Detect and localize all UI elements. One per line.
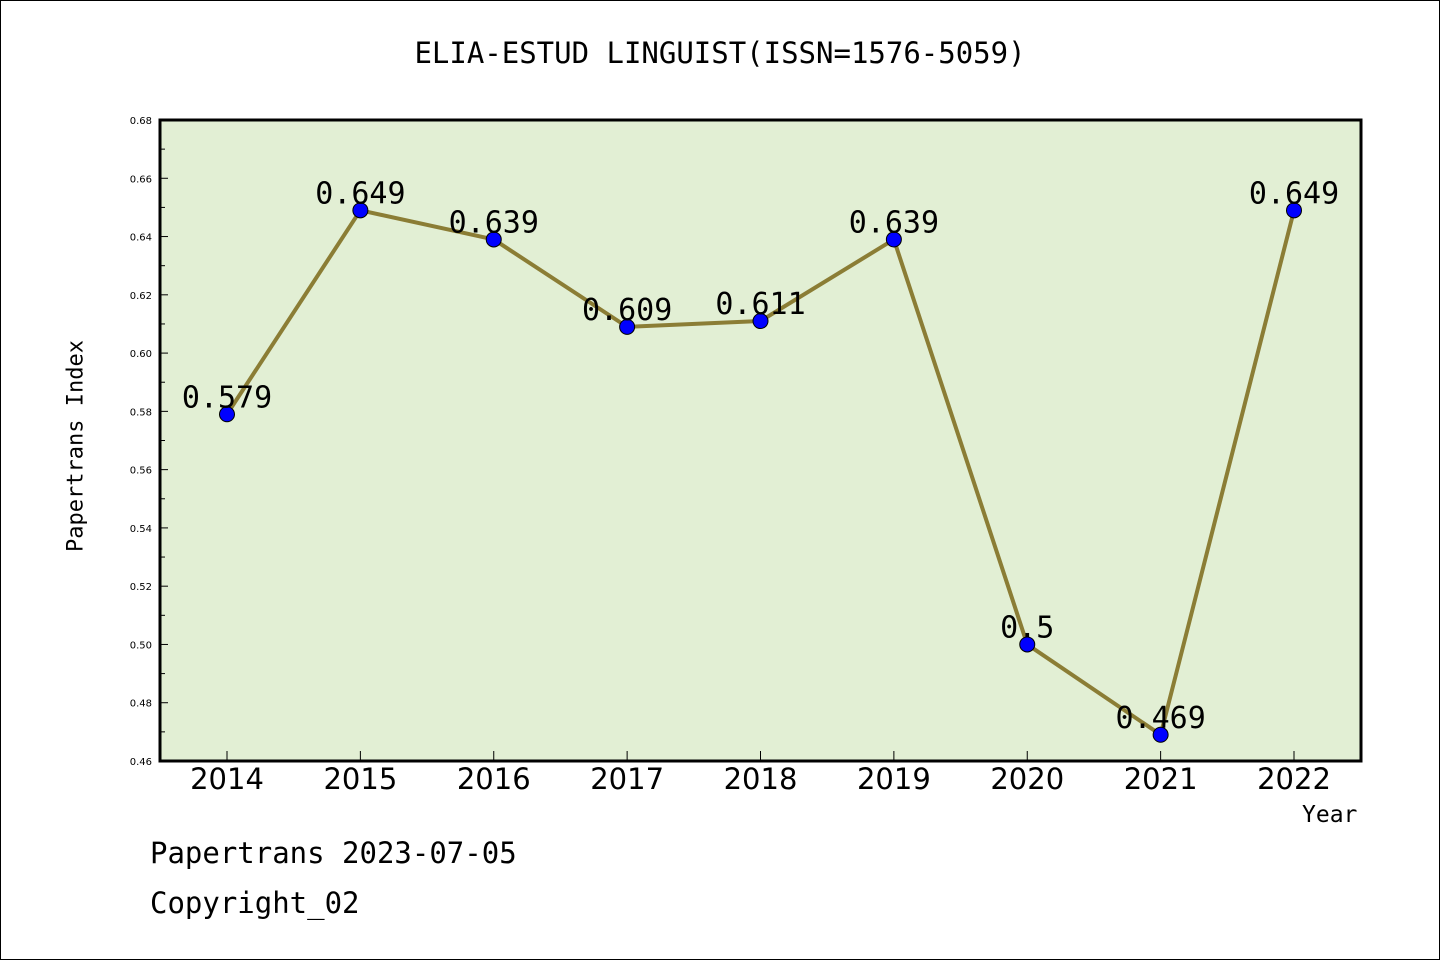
- y-tick-label: 0.48: [130, 699, 152, 710]
- x-tick-label: 2022: [1257, 762, 1331, 796]
- data-points: [219, 202, 1302, 743]
- y-tick-label: 0.60: [130, 349, 152, 360]
- data-point: [619, 318, 636, 335]
- x-tick-label: 2018: [724, 762, 798, 796]
- y-tick-label: 0.54: [130, 524, 152, 535]
- data-label: 0.649: [315, 176, 405, 211]
- chart-title: ELIA-ESTUD LINGUIST(ISSN=1576-5059): [414, 36, 1026, 70]
- data-point: [352, 202, 369, 219]
- y-tick-label: 0.62: [130, 291, 152, 302]
- y-tick-label: 0.66: [130, 174, 152, 185]
- x-axis-label: Year: [1302, 802, 1358, 828]
- data-point: [885, 231, 902, 248]
- data-label: 0.611: [715, 287, 805, 322]
- data-point: [1152, 726, 1169, 743]
- x-tick-label: 2017: [590, 762, 664, 796]
- data-label: 0.5: [1000, 610, 1054, 645]
- data-point: [1019, 636, 1036, 653]
- data-label: 0.609: [582, 293, 672, 328]
- x-tick-label: 2020: [990, 762, 1064, 796]
- y-axis-ticks: 0.46 0.48 0.50 0.52 0.54 0.56 0.58 0.60 0.62 0.64…: [130, 116, 168, 768]
- y-tick-label: 0.50: [130, 640, 152, 651]
- y-tick-label: 0.68: [130, 116, 152, 127]
- data-point: [219, 406, 235, 423]
- footer-date-line: Papertrans 2023-07-05: [150, 836, 517, 870]
- y-tick-label: 0.58: [130, 407, 152, 418]
- data-point: [752, 313, 769, 330]
- x-tick-label: 2021: [1124, 762, 1198, 796]
- data-label: 0.639: [849, 205, 939, 240]
- data-label: 0.469: [1115, 701, 1205, 736]
- y-tick-label: 0.46: [130, 757, 152, 768]
- y-tick-label: 0.64: [130, 233, 152, 244]
- data-point: [485, 231, 502, 248]
- data-labels: 0.579 0.649 0.639 0.609 0.611 0.639 0.5 0.469 0.…: [182, 176, 1339, 735]
- x-tick-label: 2014: [190, 762, 264, 796]
- data-point: [1286, 202, 1302, 219]
- plot-area: [158, 118, 1363, 763]
- data-label: 0.639: [449, 205, 539, 240]
- x-tick-label: 2015: [323, 762, 397, 796]
- data-label: 0.649: [1249, 176, 1339, 211]
- x-tick-label: 2016: [457, 762, 531, 796]
- x-tick-label: 2019: [857, 762, 931, 796]
- y-tick-label: 0.56: [130, 466, 152, 477]
- x-axis-ticks: 2014 2015 2016 2017 2018 2019 2020 2021 2022: [190, 751, 1331, 796]
- data-label: 0.579: [182, 380, 272, 415]
- footer-copyright-line: Copyright_02: [150, 886, 360, 920]
- y-tick-label: 0.52: [130, 582, 152, 593]
